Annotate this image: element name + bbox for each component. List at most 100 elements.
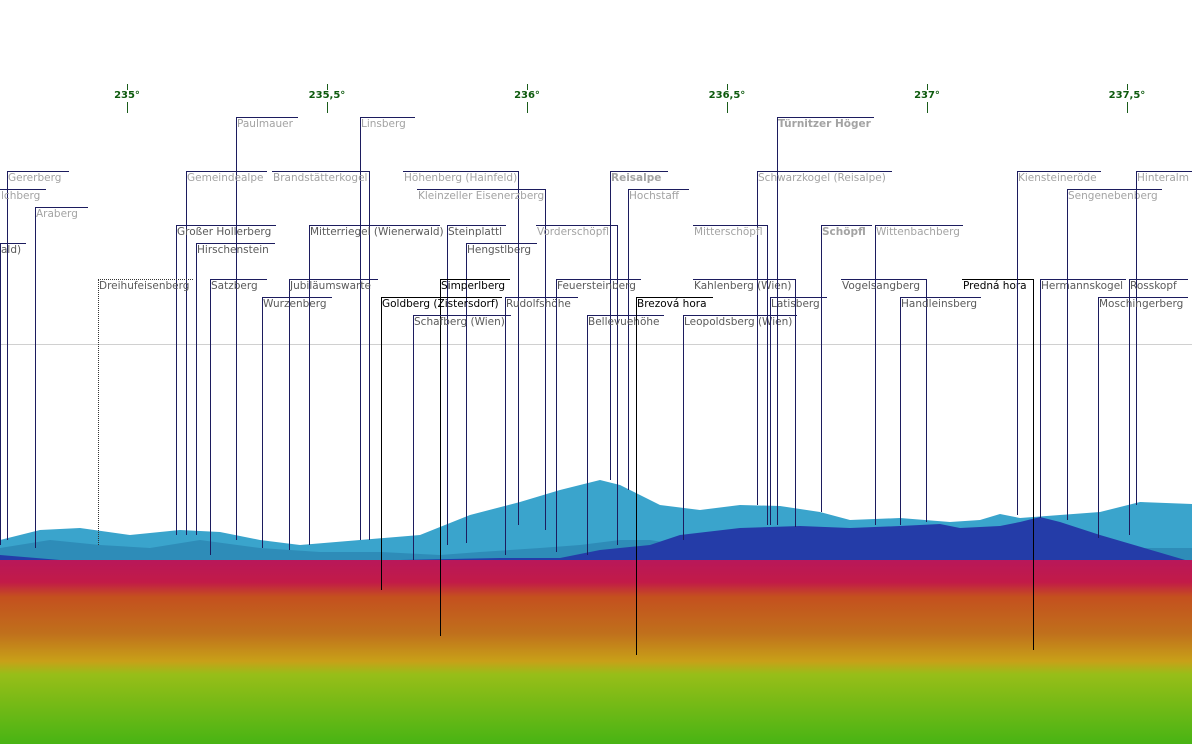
scale-tick-label: 235° — [114, 90, 140, 101]
peak-label[interactable]: Dreihufeisenberg — [99, 280, 190, 292]
label-bracket-line — [1017, 171, 1101, 172]
peak-label[interactable]: Sengenebenberg — [1068, 190, 1158, 202]
peak-label[interactable]: Wittenbachberg — [876, 226, 960, 238]
peak-label[interactable]: Goldberg (Zistersdorf) — [382, 298, 499, 310]
peak-pointer-line — [777, 117, 778, 525]
foreground-ground — [0, 560, 1192, 744]
peak-label[interactable]: Schwarzkogel (Reisalpe) — [758, 172, 886, 184]
peak-label[interactable]: Vogelsangberg — [842, 280, 920, 292]
scale-tick-mark — [327, 84, 328, 90]
label-bracket-line — [0, 243, 26, 244]
label-bracket-line — [777, 117, 874, 118]
peak-label[interactable]: Hirschenstein — [197, 244, 269, 256]
peak-label[interactable]: Hermannskogel — [1041, 280, 1124, 292]
scale-tick-mark — [927, 84, 928, 90]
peak-label[interactable]: lchberg — [1, 190, 41, 202]
near-hills — [0, 517, 1192, 572]
peak-label[interactable]: Araberg — [36, 208, 78, 220]
peak-label[interactable]: Wurzenberg — [263, 298, 327, 310]
label-bracket-line — [1098, 297, 1188, 298]
peak-label[interactable]: Großer Hollerberg — [177, 226, 272, 238]
peak-label[interactable]: Türnitzer Höger — [778, 118, 871, 130]
label-bracket-line — [636, 297, 713, 298]
label-bracket-line — [413, 315, 511, 316]
peak-pointer-line — [900, 297, 901, 525]
peak-pointer-line — [440, 279, 441, 636]
peak-pointer-line — [505, 297, 506, 555]
peak-pointer-line — [610, 171, 611, 480]
peak-pointer-line — [518, 171, 519, 525]
scale-tick-mark — [127, 84, 128, 90]
peak-label[interactable]: Brandstätterkogel — [273, 172, 368, 184]
peak-label[interactable]: Kiensteineröde — [1018, 172, 1097, 184]
scale-tick-label: 235,5° — [308, 90, 346, 101]
label-bracket-line — [447, 225, 506, 226]
peak-label[interactable]: Reisalpe — [611, 172, 662, 184]
label-bracket-line — [272, 171, 369, 172]
peak-label[interactable]: Predná hora — [963, 280, 1027, 292]
peak-label[interactable]: Hengstlberg — [467, 244, 532, 256]
peak-pointer-line — [770, 297, 771, 525]
label-bracket-line — [440, 279, 510, 280]
peak-pointer-line — [176, 225, 177, 535]
peak-label[interactable]: Kleinzeller Eisenerzberg — [418, 190, 545, 202]
peak-label[interactable]: Brezová hora — [637, 298, 707, 310]
peak-label[interactable]: Schafberg (Wien) — [414, 316, 505, 328]
label-bracket-line — [210, 279, 267, 280]
peak-label[interactable]: Satzberg — [211, 280, 258, 292]
peak-label[interactable]: Jubiläumswarte — [290, 280, 371, 292]
peak-pointer-line — [369, 171, 370, 540]
peak-pointer-line — [7, 189, 8, 540]
peak-label[interactable]: Simperlberg — [441, 280, 506, 292]
label-bracket-line — [556, 279, 641, 280]
peak-label[interactable]: Steinplattl — [448, 226, 502, 238]
label-bracket-line — [505, 297, 578, 298]
label-bracket-line — [35, 207, 88, 208]
peak-label[interactable]: Bellevuehöhe — [588, 316, 660, 328]
label-bracket-line — [757, 171, 892, 172]
peak-label[interactable]: Linsberg — [361, 118, 406, 130]
peak-label[interactable]: Mitterriegel (Wienerwald) — [310, 226, 444, 238]
peak-pointer-line — [447, 225, 448, 545]
peak-pointer-line — [795, 279, 796, 527]
peak-label[interactable]: Gemeindealpe — [187, 172, 264, 184]
peak-label[interactable]: Hinteralm (A — [1137, 172, 1192, 184]
peak-label[interactable]: Leopoldsberg (Wien) — [684, 316, 793, 328]
peak-label[interactable]: Rudolfshöhe — [506, 298, 571, 310]
label-bracket-line — [693, 279, 795, 280]
peak-label[interactable]: Moschingerberg — [1099, 298, 1184, 310]
peak-pointer-line — [617, 225, 618, 545]
peak-label[interactable]: Paulmauer — [237, 118, 293, 130]
peak-label[interactable]: Höhenberg (Hainfeld) — [404, 172, 518, 184]
peak-label[interactable]: ald) — [1, 244, 22, 256]
scale-tick-mark — [927, 102, 928, 113]
peak-pointer-line — [545, 189, 546, 530]
label-bracket-line — [683, 315, 797, 316]
label-bracket-line — [381, 297, 502, 298]
peak-label[interactable]: Gererberg — [8, 172, 62, 184]
scale-tick-mark — [527, 102, 528, 113]
peak-label[interactable]: Schöpfl — [822, 226, 866, 238]
peak-pointer-line — [35, 207, 36, 548]
label-bracket-line — [1129, 279, 1188, 280]
peak-pointer-line — [683, 315, 684, 540]
scale-tick-label: 236,5° — [708, 90, 746, 101]
label-bracket-line — [587, 315, 664, 316]
label-bracket-line — [403, 171, 518, 172]
peak-label[interactable]: Hochstaff — [629, 190, 680, 202]
peak-pointer-line — [926, 279, 927, 522]
peak-pointer-line — [1136, 171, 1137, 505]
peak-label[interactable]: Rosskopf — [1130, 280, 1177, 292]
peak-label[interactable]: Mitterschöpfl — [694, 226, 763, 238]
peak-label[interactable]: Latisberg — [771, 298, 820, 310]
scale-tick-label: 237° — [914, 90, 940, 101]
peak-label[interactable]: Feuersteinberg — [557, 280, 636, 292]
scale-tick-mark — [1127, 84, 1128, 90]
peak-label[interactable]: Handleinsberg — [901, 298, 977, 310]
peak-pointer-line — [821, 225, 822, 512]
scale-tick-label: 237,5° — [1108, 90, 1146, 101]
label-bracket-line — [176, 225, 276, 226]
peak-label[interactable]: Vorderschöpfl — [537, 226, 609, 238]
peak-pointer-line — [466, 243, 467, 543]
peak-pointer-line — [556, 279, 557, 552]
